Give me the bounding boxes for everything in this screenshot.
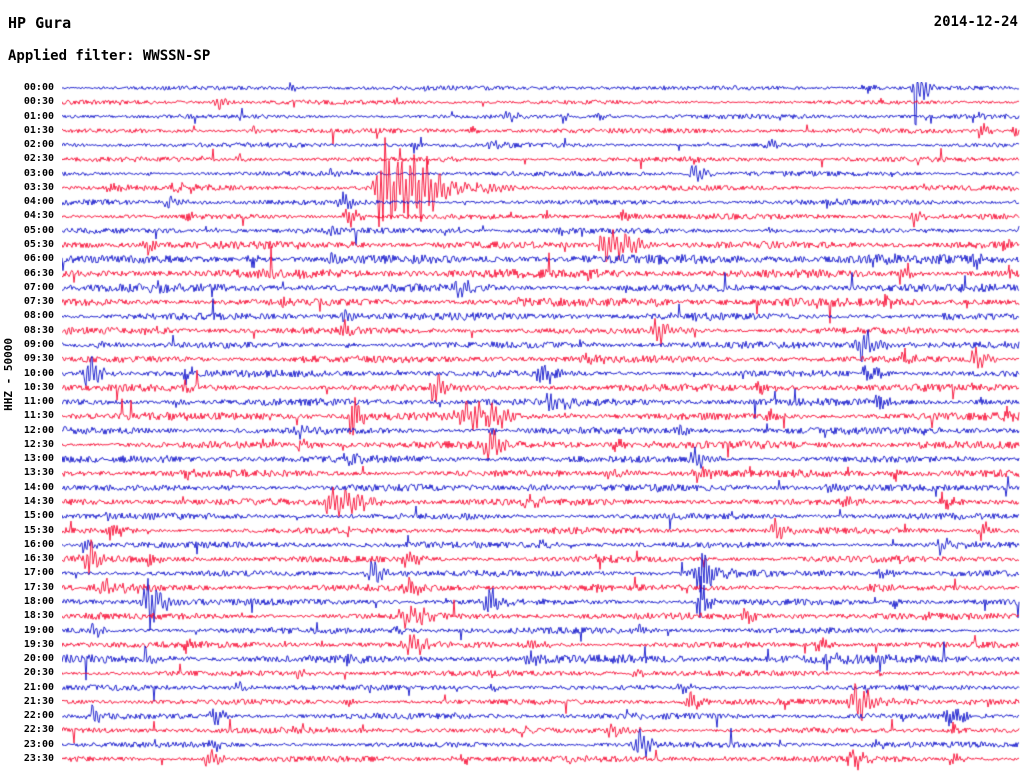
row-time-label: 23:00 [23, 738, 54, 750]
row-time-label: 09:30 [23, 353, 54, 365]
seismogram-canvas [62, 82, 1020, 778]
row-time-label: 05:30 [23, 239, 54, 251]
row-time-label: 03:30 [23, 181, 54, 193]
row-time-label: 15:30 [23, 524, 54, 536]
row-time-label: 12:00 [23, 424, 54, 436]
row-time-label: 06:30 [23, 267, 54, 279]
row-time-label: 23:30 [23, 753, 54, 764]
row-time-label: 13:00 [23, 453, 54, 465]
row-time-label: 12:30 [23, 438, 54, 450]
row-time-label: 04:00 [23, 196, 54, 208]
row-time-label: 08:30 [23, 324, 54, 336]
row-time-label: 01:30 [23, 124, 54, 136]
row-time-label: 16:00 [23, 538, 54, 550]
row-time-label: 22:30 [23, 724, 54, 736]
row-time-label: 14:00 [23, 481, 54, 493]
row-time-label: 18:00 [23, 595, 54, 607]
station-title: HP Gura [8, 14, 72, 32]
row-time-label: 09:00 [23, 338, 54, 350]
row-time-label: 22:00 [23, 710, 54, 722]
row-time-label: 20:30 [23, 667, 54, 679]
row-time-label: 20:00 [23, 653, 54, 665]
row-time-label: 10:30 [23, 381, 54, 393]
row-time-label: 16:30 [23, 553, 54, 565]
row-time-label: 19:30 [23, 638, 54, 650]
date-label: 2014-12-24 [933, 14, 1018, 30]
row-time-label: 07:00 [23, 281, 54, 293]
row-time-label: 10:00 [23, 367, 54, 379]
row-time-label: 14:30 [23, 496, 54, 508]
row-time-label: 00:00 [23, 82, 54, 93]
row-time-label: 04:30 [23, 210, 54, 222]
row-time-label: 07:30 [23, 296, 54, 308]
row-time-label: 13:30 [23, 467, 54, 479]
row-time-label: 18:30 [23, 610, 54, 622]
row-time-label: 01:00 [23, 110, 54, 122]
row-time-label: 21:30 [23, 695, 54, 707]
row-time-label: 19:00 [23, 624, 54, 636]
row-time-label: 21:00 [23, 681, 54, 693]
row-time-label: 06:00 [23, 253, 54, 265]
row-time-label: 08:00 [23, 310, 54, 322]
time-axis: 00:00 00:30 01:00 01:30 02:00 02:30 03:00 03:30… [0, 82, 58, 778]
row-time-label: 02:00 [23, 139, 54, 151]
applied-filter-label: Applied filter: WWSSN-SP [8, 48, 211, 64]
row-time-label: 17:30 [23, 581, 54, 593]
row-time-label: 05:00 [23, 224, 54, 236]
row-time-label: 03:00 [23, 167, 54, 179]
row-time-label: 15:00 [23, 510, 54, 522]
row-time-label: 02:30 [23, 153, 54, 165]
row-time-label: 17:00 [23, 567, 54, 579]
row-time-label: 11:00 [23, 396, 54, 408]
row-time-label: 00:30 [23, 96, 54, 108]
row-time-label: 11:30 [23, 410, 54, 422]
